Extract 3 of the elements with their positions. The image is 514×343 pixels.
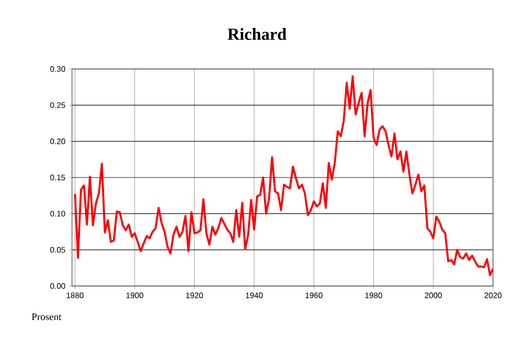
- chart-title: Richard: [228, 28, 286, 40]
- line-series: [74, 75, 494, 276]
- text: Prosent: [32, 314, 62, 320]
